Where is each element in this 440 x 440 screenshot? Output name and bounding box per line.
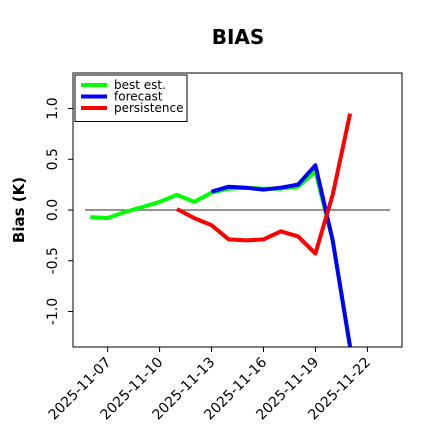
legend-label: best est. <box>114 78 166 92</box>
legend-label: forecast <box>114 90 163 104</box>
y-axis-label: Bias (K) <box>10 177 28 243</box>
y-tick-label: 0.5 <box>45 148 61 170</box>
y-tick-label: -0.5 <box>45 247 61 274</box>
y-tick-label: 1.0 <box>45 97 61 119</box>
chart-title: BIAS <box>212 25 265 49</box>
chart-marks <box>85 113 390 347</box>
legend-label: persistence <box>114 101 183 115</box>
series-line-persistence <box>175 113 353 256</box>
series-group <box>90 113 353 347</box>
y-tick-label: -1.0 <box>45 298 61 325</box>
y-tick-label: 0.0 <box>45 199 61 221</box>
